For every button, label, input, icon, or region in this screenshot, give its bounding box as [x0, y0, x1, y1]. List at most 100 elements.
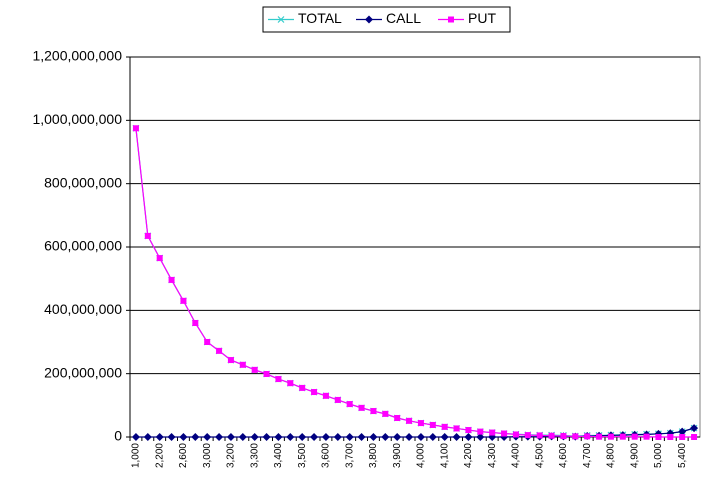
data-point	[238, 433, 247, 441]
data-point	[453, 425, 460, 432]
x-tick-label: 3,200	[226, 443, 237, 468]
data-point	[287, 380, 294, 387]
y-tick-label: 800,000,000	[44, 174, 122, 190]
data-point	[619, 433, 626, 440]
data-point	[299, 384, 306, 391]
data-point	[179, 433, 188, 441]
data-point	[216, 347, 223, 354]
x-tick-label: 4,200	[463, 443, 474, 468]
data-point	[155, 433, 164, 441]
data-point	[322, 392, 329, 399]
data-point	[416, 433, 425, 441]
x-tick-label: 4,800	[606, 443, 617, 468]
x-tick-label: 5,000	[653, 443, 664, 468]
data-point	[250, 433, 259, 441]
data-point	[369, 433, 378, 441]
data-point	[251, 366, 258, 373]
data-point	[274, 433, 283, 441]
data-point	[643, 433, 650, 440]
data-point	[345, 433, 354, 441]
data-point	[584, 433, 591, 440]
data-point	[310, 433, 319, 441]
data-point	[452, 433, 461, 441]
data-point	[655, 434, 662, 440]
data-point	[167, 433, 176, 441]
legend-marker	[448, 16, 454, 23]
data-point	[631, 433, 638, 440]
x-tick-label: 2,200	[154, 443, 165, 468]
data-point	[406, 417, 413, 424]
x-tick-label: 4,700	[582, 443, 593, 468]
data-point	[321, 433, 330, 441]
data-point	[489, 429, 496, 436]
data-point	[393, 433, 402, 441]
data-point	[417, 420, 424, 427]
legend-marker	[277, 16, 285, 23]
data-point	[440, 433, 449, 441]
data-point	[239, 361, 246, 368]
data-point	[465, 427, 472, 434]
data-point	[346, 401, 353, 408]
data-point	[286, 433, 295, 441]
x-tick-label: 4,600	[558, 443, 569, 468]
data-point	[311, 389, 318, 396]
data-point	[357, 433, 366, 441]
x-tick-label: 3,300	[249, 443, 260, 468]
data-point	[382, 410, 389, 417]
data-point	[275, 376, 282, 383]
x-tick-label: 4,900	[629, 443, 640, 468]
x-tick-label: 3,400	[273, 443, 284, 468]
data-point	[143, 433, 152, 441]
data-point	[667, 434, 674, 440]
y-tick-label: 1,000,000,000	[32, 111, 122, 127]
data-point	[203, 433, 212, 441]
data-point	[131, 433, 140, 441]
data-point	[156, 255, 163, 262]
y-tick-label: 600,000,000	[44, 238, 122, 254]
data-point	[334, 396, 341, 403]
data-point	[298, 433, 307, 441]
data-point	[358, 404, 365, 411]
data-point	[168, 276, 175, 283]
data-point	[548, 432, 555, 439]
data-point	[441, 423, 448, 430]
legend-box	[262, 6, 511, 33]
data-point	[215, 433, 224, 441]
y-tick-label: 400,000,000	[44, 301, 122, 317]
legend-marker	[365, 15, 373, 24]
x-tick-label: 2,600	[178, 443, 189, 468]
data-point	[333, 433, 342, 441]
data-point	[204, 339, 211, 345]
data-point	[180, 297, 187, 304]
data-point	[370, 408, 377, 415]
data-point	[405, 433, 414, 441]
x-tick-label: 4,400	[511, 443, 522, 468]
legend-label: TOTAL	[298, 10, 342, 26]
x-tick-label: 3,600	[321, 443, 332, 468]
data-point	[262, 433, 271, 441]
x-tick-label: 4,000	[416, 443, 427, 468]
data-point	[477, 428, 484, 435]
data-point	[690, 424, 699, 433]
data-point	[227, 357, 234, 364]
data-point	[263, 370, 270, 377]
x-tick-label: 4,500	[534, 443, 545, 468]
data-point	[536, 432, 543, 439]
data-point	[501, 430, 508, 437]
data-point	[144, 232, 151, 239]
x-tick-label: 1,000	[131, 443, 142, 468]
data-point	[429, 421, 436, 428]
data-point	[524, 432, 531, 439]
legend-label: CALL	[386, 10, 421, 26]
y-tick-label: 0	[114, 428, 122, 444]
data-point	[596, 433, 603, 440]
data-point	[132, 125, 139, 132]
y-tick-label: 1,200,000,000	[32, 48, 122, 64]
x-tick-label: 4,300	[487, 443, 498, 468]
x-tick-label: 4,100	[439, 443, 450, 468]
data-point	[572, 433, 579, 440]
data-point	[192, 320, 199, 326]
data-point	[226, 433, 235, 441]
